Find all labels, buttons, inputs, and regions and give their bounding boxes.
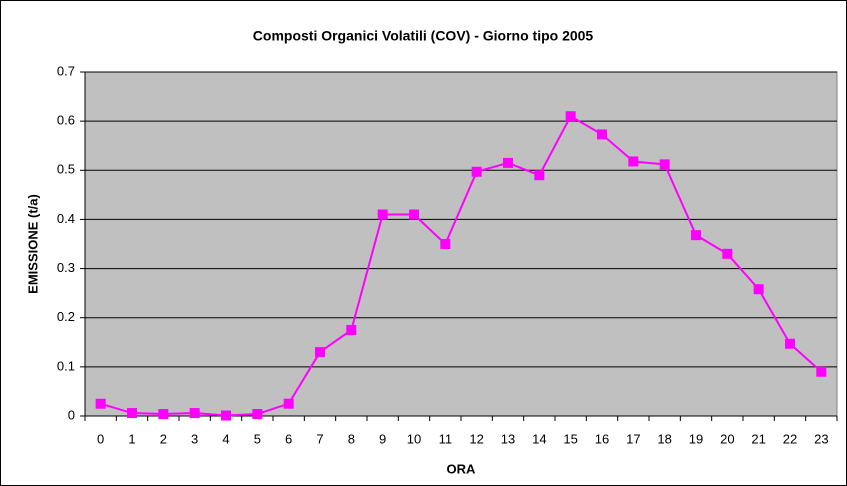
x-tick-label: 4 bbox=[222, 431, 229, 446]
marker bbox=[785, 338, 795, 349]
marker bbox=[158, 409, 169, 420]
marker bbox=[816, 366, 827, 377]
marker bbox=[377, 209, 388, 220]
marker bbox=[691, 230, 701, 241]
marker bbox=[346, 325, 357, 335]
plot-area bbox=[84, 71, 838, 417]
y-tick-label: 0.7 bbox=[57, 63, 75, 78]
marker bbox=[534, 170, 545, 181]
x-axis-label: ORA bbox=[447, 461, 477, 476]
x-tick-label: 8 bbox=[348, 431, 355, 446]
y-tick-label: 0.6 bbox=[57, 113, 75, 128]
x-tick-label: 16 bbox=[595, 431, 609, 446]
marker bbox=[440, 239, 451, 249]
marker bbox=[315, 347, 325, 358]
x-tick-label: 22 bbox=[783, 431, 797, 446]
marker bbox=[659, 159, 670, 170]
marker bbox=[409, 209, 419, 220]
x-tick-label: 3 bbox=[191, 431, 198, 446]
x-tick-label: 9 bbox=[379, 431, 386, 446]
x-tick-label: 17 bbox=[626, 431, 640, 446]
x-tick-label: 6 bbox=[285, 431, 292, 446]
x-tick-label: 2 bbox=[160, 431, 167, 446]
marker bbox=[722, 248, 733, 259]
x-tick-label: 7 bbox=[316, 431, 323, 446]
x-tick-label: 0 bbox=[97, 431, 104, 446]
chart-title: Composti Organici Volatili (COV) - Giorn… bbox=[253, 28, 594, 44]
marker bbox=[628, 156, 639, 167]
marker bbox=[753, 284, 764, 295]
x-tick-label: 13 bbox=[501, 431, 515, 446]
y-tick-label: 0 bbox=[68, 407, 75, 422]
y-tick-label: 0.2 bbox=[57, 309, 75, 324]
y-tick-label: 0.1 bbox=[57, 358, 75, 373]
x-tick-label: 10 bbox=[407, 431, 421, 446]
marker bbox=[471, 166, 482, 177]
marker bbox=[283, 398, 294, 409]
marker bbox=[189, 408, 200, 419]
series-line bbox=[100, 114, 822, 417]
x-tick-label: 14 bbox=[532, 431, 546, 446]
marker bbox=[221, 410, 231, 421]
x-tick-label: 15 bbox=[563, 431, 577, 446]
marker bbox=[565, 111, 576, 122]
x-tick-label: 11 bbox=[439, 431, 453, 446]
y-tick-label: 0.4 bbox=[57, 211, 75, 226]
x-tick-label: 20 bbox=[720, 431, 734, 446]
x-tick-label: 18 bbox=[657, 431, 671, 446]
marker bbox=[503, 157, 513, 168]
y-tick-label: 0.3 bbox=[57, 260, 75, 275]
x-tick-label: 19 bbox=[689, 431, 703, 446]
x-tick-label: 21 bbox=[751, 431, 765, 446]
x-tick-label: 5 bbox=[254, 431, 261, 446]
x-tick-label: 23 bbox=[814, 431, 828, 446]
marker bbox=[127, 408, 137, 419]
marker bbox=[95, 398, 106, 409]
y-axis-label: EMISSIONE (t/a) bbox=[25, 194, 40, 294]
marker bbox=[252, 409, 263, 420]
marker bbox=[597, 129, 607, 140]
y-tick-label: 0.5 bbox=[57, 162, 75, 177]
x-tick-label: 12 bbox=[469, 431, 483, 446]
x-tick-label: 1 bbox=[128, 431, 135, 446]
